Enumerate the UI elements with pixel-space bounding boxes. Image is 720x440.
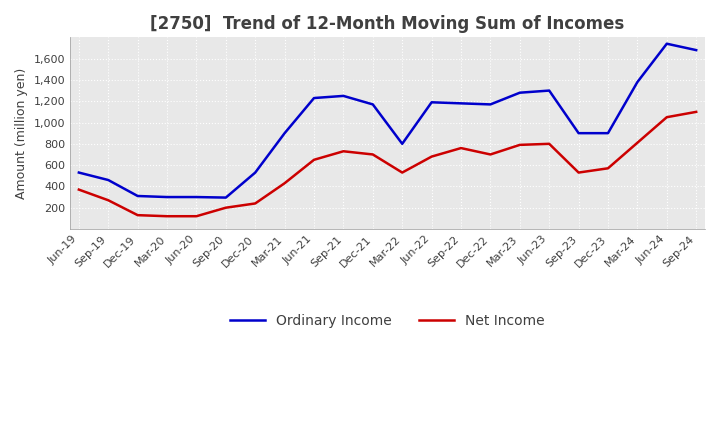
Ordinary Income (222, 195, 230, 200)
Ordinary Income (251, 170, 259, 175)
Ordinary Income (192, 194, 201, 200)
Ordinary Income (456, 101, 465, 106)
Ordinary Income (133, 193, 142, 198)
Net Income (104, 198, 112, 203)
Net Income (486, 152, 495, 157)
Net Income (575, 170, 583, 175)
Net Income (75, 187, 84, 192)
Ordinary Income (662, 41, 671, 46)
Ordinary Income (575, 131, 583, 136)
Net Income (456, 146, 465, 151)
Net Income (545, 141, 554, 147)
Ordinary Income (104, 177, 112, 183)
Net Income (222, 205, 230, 210)
Net Income (603, 166, 612, 171)
Legend: Ordinary Income, Net Income: Ordinary Income, Net Income (225, 309, 551, 334)
Net Income (310, 157, 318, 162)
Line: Net Income: Net Income (79, 112, 696, 216)
Net Income (516, 142, 524, 147)
Ordinary Income (427, 99, 436, 105)
Ordinary Income (163, 194, 171, 200)
Ordinary Income (75, 170, 84, 175)
Ordinary Income (633, 79, 642, 84)
Title: [2750]  Trend of 12-Month Moving Sum of Incomes: [2750] Trend of 12-Month Moving Sum of I… (150, 15, 625, 33)
Ordinary Income (516, 90, 524, 95)
Net Income (369, 152, 377, 157)
Net Income (633, 140, 642, 145)
Net Income (133, 213, 142, 218)
Net Income (662, 114, 671, 120)
Net Income (398, 170, 407, 175)
Net Income (339, 149, 348, 154)
Net Income (692, 109, 701, 114)
Net Income (192, 213, 201, 219)
Ordinary Income (486, 102, 495, 107)
Net Income (427, 154, 436, 159)
Net Income (251, 201, 259, 206)
Ordinary Income (603, 131, 612, 136)
Net Income (280, 180, 289, 186)
Ordinary Income (339, 93, 348, 99)
Net Income (163, 213, 171, 219)
Ordinary Income (369, 102, 377, 107)
Ordinary Income (545, 88, 554, 93)
Y-axis label: Amount (million yen): Amount (million yen) (15, 68, 28, 199)
Ordinary Income (280, 131, 289, 136)
Ordinary Income (310, 95, 318, 101)
Line: Ordinary Income: Ordinary Income (79, 44, 696, 198)
Ordinary Income (692, 48, 701, 53)
Ordinary Income (398, 141, 407, 147)
